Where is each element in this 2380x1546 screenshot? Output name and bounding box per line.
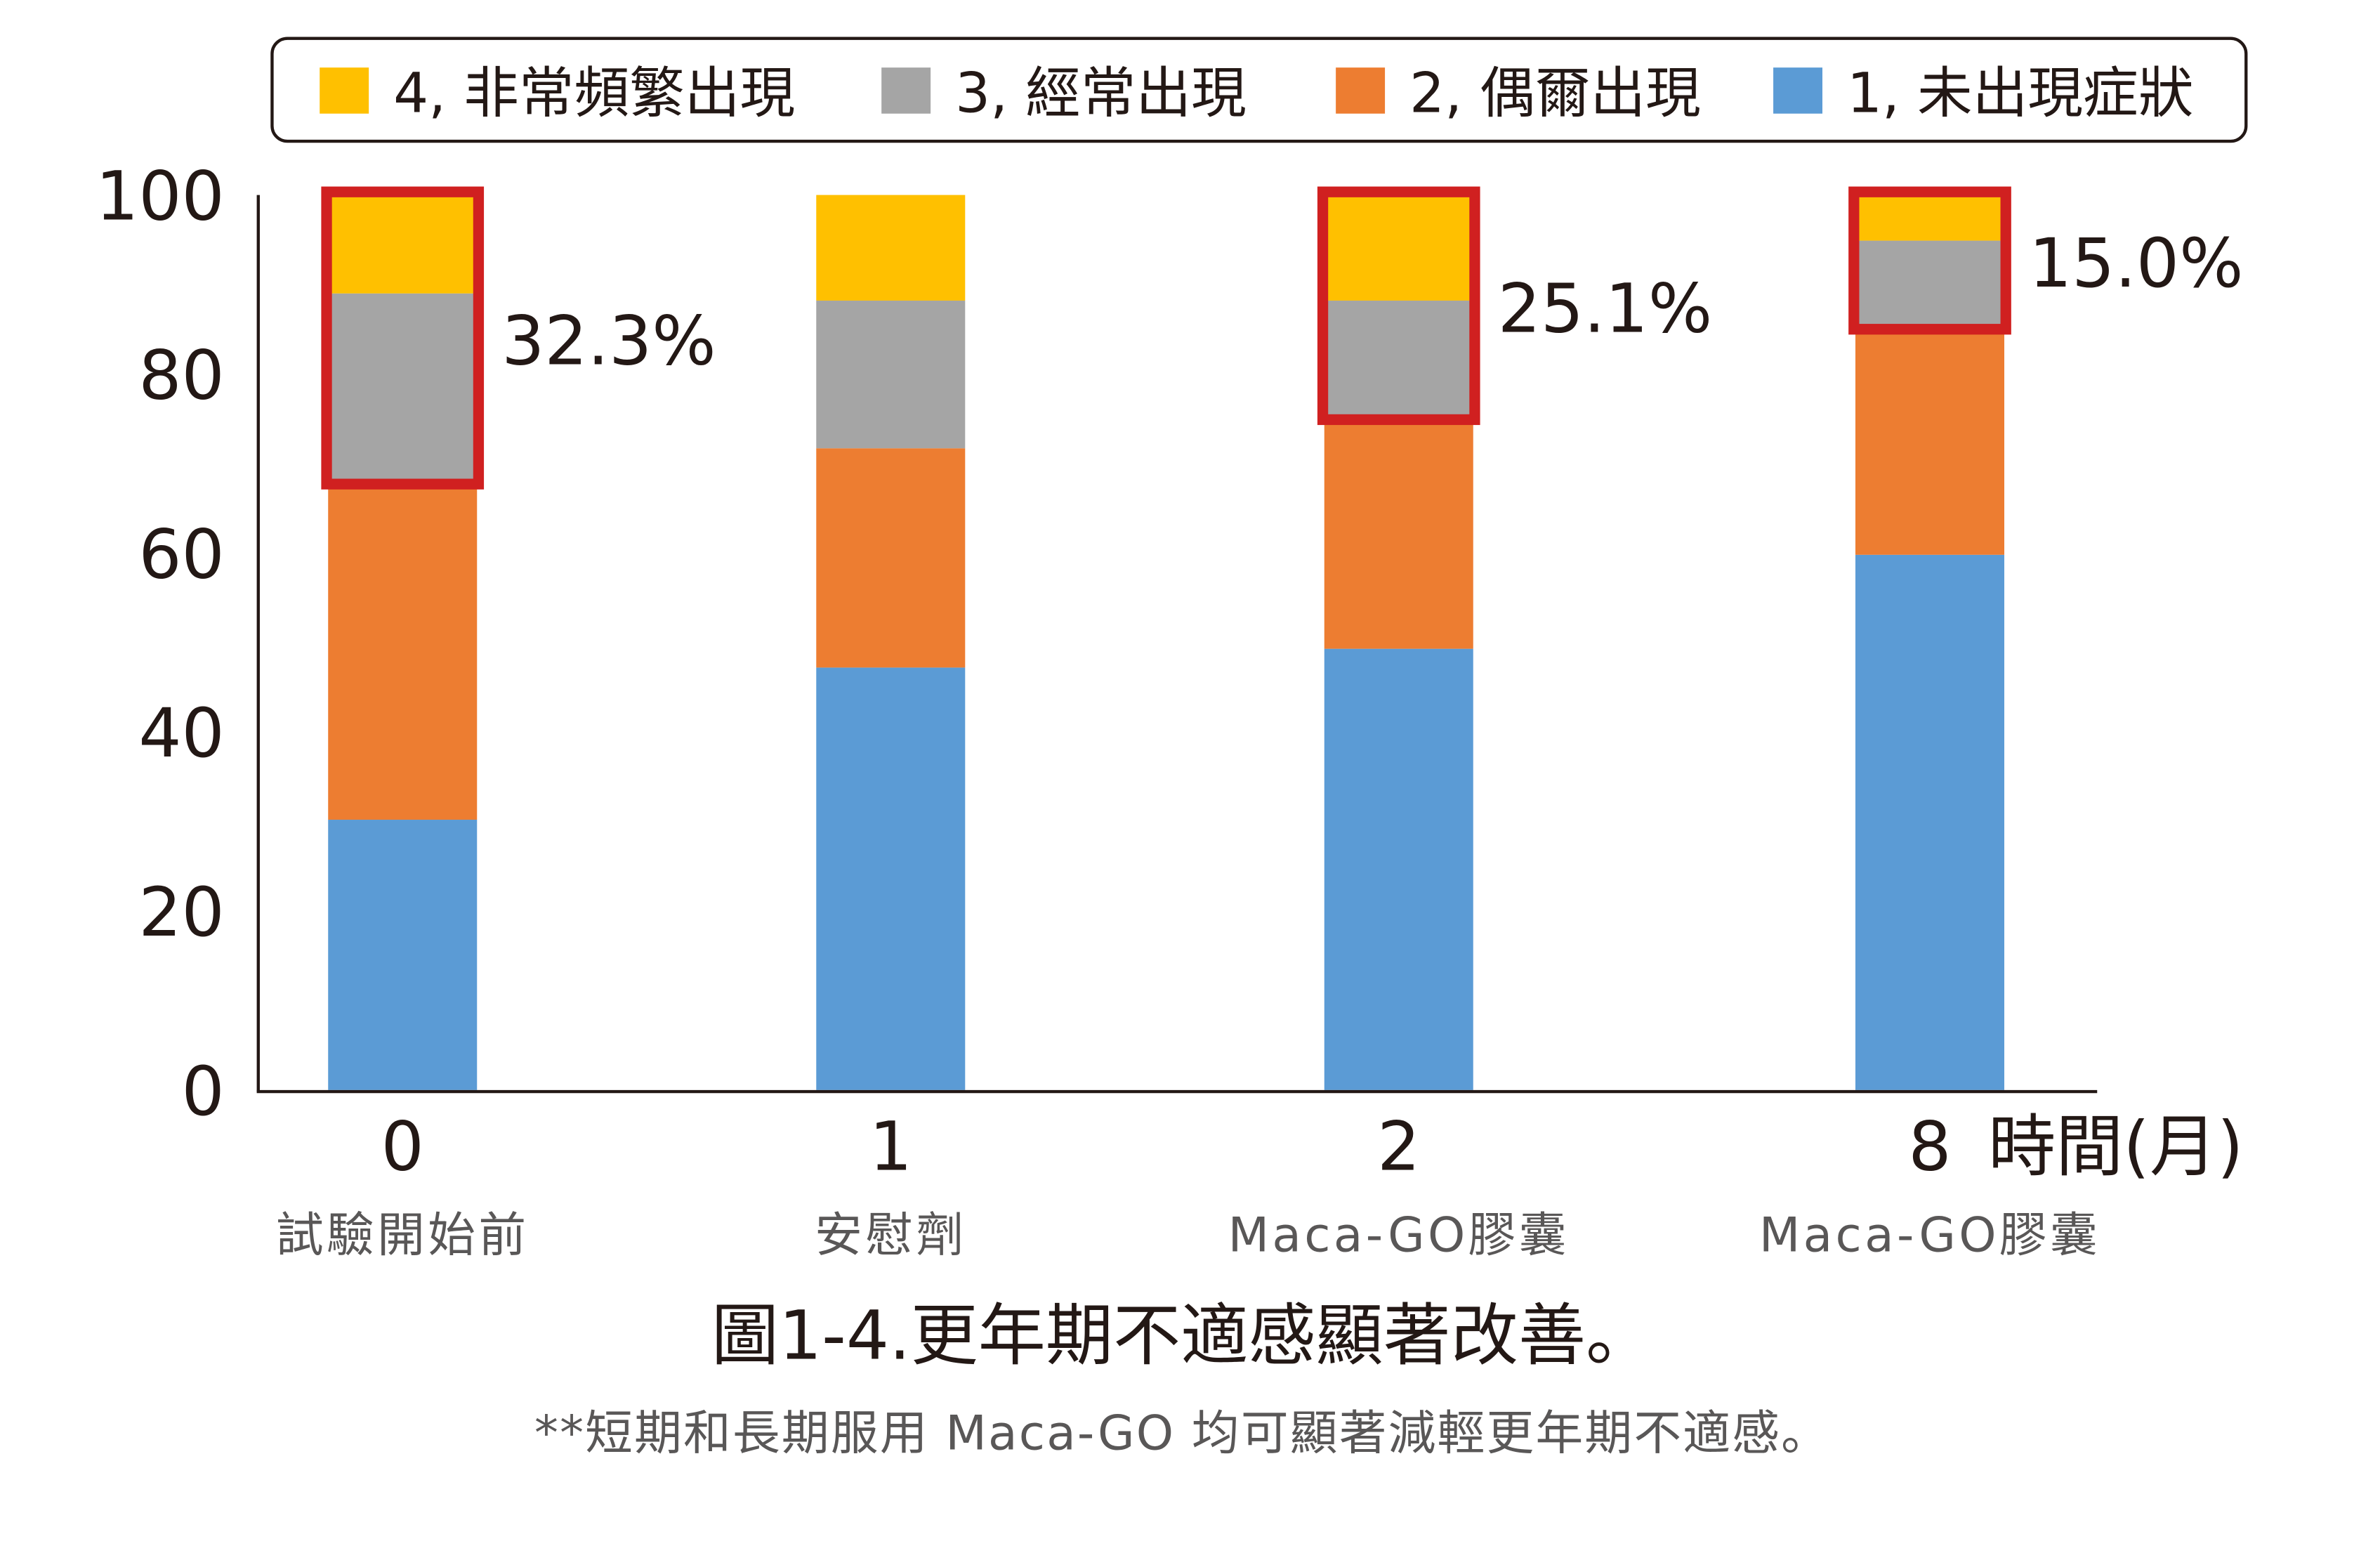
highlight-box [1317, 186, 1480, 426]
bar-segment [328, 484, 478, 820]
legend-swatch [320, 67, 369, 114]
x-sublabel: 安慰劑 [815, 1207, 966, 1262]
footnote: **短期和長期服用 Maca-GO 均可顯著減輕更年期不適感。 [534, 1405, 1830, 1460]
legend-box [270, 37, 2248, 143]
legend-label: 3, 經常出現 [955, 61, 1247, 126]
legend-label: 4, 非常頻繁出現 [393, 61, 795, 126]
annotation-label: 25.1% [1498, 269, 1712, 348]
x-sublabel: 試驗開始前 [276, 1207, 530, 1262]
bar-segment [1855, 195, 2005, 241]
bar-segment [1324, 195, 1473, 301]
y-tick-label: 80 [138, 336, 224, 414]
bar-segment [1855, 240, 2005, 329]
bar-segment [328, 820, 478, 1090]
highlight-box [1848, 186, 2011, 335]
chart-title: 圖1-4.更年期不適感顯著改善。 [711, 1296, 1654, 1375]
bar-segment [328, 293, 478, 485]
x-sublabel: Maca-GO膠囊 [1228, 1207, 1570, 1262]
y-tick-label: 60 [138, 515, 224, 594]
bar-segment [816, 448, 966, 668]
y-tick-label: 100 [96, 157, 225, 236]
legend-label: 1, 未出現症狀 [1847, 61, 2193, 126]
x-tick-label: 8 [1908, 1108, 1951, 1186]
bar-segment [816, 195, 966, 301]
x-sublabel: Maca-GO膠囊 [1759, 1207, 2100, 1262]
bar-segment [1324, 300, 1473, 420]
legend-swatch [1336, 67, 1386, 114]
x-tick-label: 2 [1377, 1108, 1420, 1186]
x-axis-label: 時間(月) [1988, 1108, 2244, 1186]
legend-label: 2, 偶爾出現 [1409, 61, 1701, 126]
x-tick-label: 1 [869, 1108, 912, 1186]
y-tick-label: 40 [138, 694, 224, 773]
bar-segment [1324, 419, 1473, 649]
annotation-label: 32.3% [501, 301, 716, 380]
legend-swatch [881, 67, 931, 114]
bar-segment [1324, 648, 1473, 1090]
bar-segment [816, 667, 966, 1090]
annotation-label: 15.0% [2029, 224, 2243, 303]
highlight-box [321, 186, 485, 490]
legend-swatch [1773, 67, 1823, 114]
bar-segment [1855, 554, 2005, 1090]
y-tick-label: 20 [138, 873, 224, 952]
legend: 4, 非常頻繁出現 3, 經常出現 2, 偶爾出現 1, 未出現症狀 [270, 37, 2248, 143]
bar-segment [328, 195, 478, 294]
y-tick-label: 0 [182, 1052, 225, 1131]
bar-segment [1855, 329, 2005, 555]
bar-segment [816, 300, 966, 449]
x-tick-label: 0 [381, 1108, 424, 1186]
